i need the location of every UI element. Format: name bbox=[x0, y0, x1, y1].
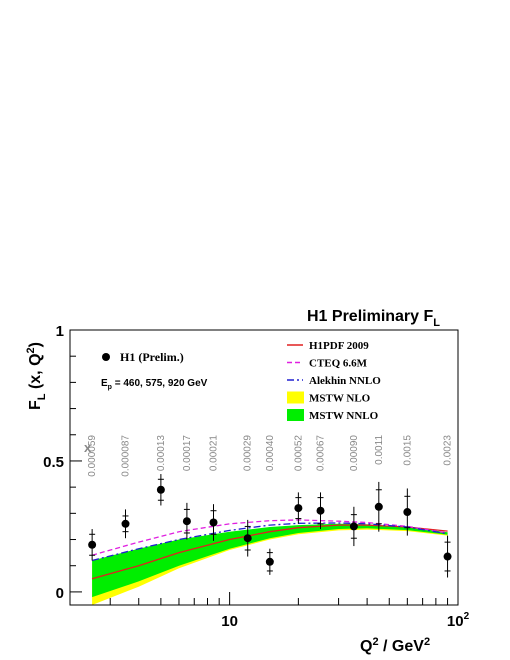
x-value-label: 0.00040 bbox=[265, 435, 276, 472]
legend-beam-energies: Ep = 460, 575, 920 GeV bbox=[101, 378, 208, 391]
curve-alekhin-nnlo bbox=[91, 522, 448, 562]
x-value-label: 0.000059 bbox=[87, 435, 98, 477]
x-axis-label: Q2 / GeV2 bbox=[360, 636, 430, 655]
legend-models: H1PDF 2009 CTEQ 6.6M Alekhin NNLO MSTW NLO M… bbox=[287, 340, 381, 422]
x-value-label: 0.00090 bbox=[349, 435, 360, 472]
x-row-label: x bbox=[84, 440, 92, 455]
x-value-label: 0.000087 bbox=[121, 435, 132, 477]
data-point bbox=[349, 522, 358, 531]
band-mstw-nnlo bbox=[92, 523, 448, 598]
data-point bbox=[121, 519, 130, 528]
y-tick-label: 0.5 bbox=[43, 454, 64, 471]
data-point bbox=[209, 518, 218, 527]
data-points-layer bbox=[88, 474, 452, 578]
y-tick-label: 0 bbox=[56, 585, 64, 602]
legend-label-curve-alekhin-nnlo: Alekhin NNLO bbox=[309, 375, 381, 387]
data-point bbox=[182, 517, 191, 526]
data-point bbox=[88, 540, 97, 549]
legend-swatch-band-mstw-nlo bbox=[287, 391, 304, 404]
x-value-label: 0.00052 bbox=[293, 435, 304, 472]
x-value-label: 0.0023 bbox=[443, 435, 454, 466]
data-point bbox=[243, 534, 252, 543]
data-point bbox=[316, 506, 325, 515]
x-values-row: x0.000059 0.000087 0.00013 0.00017 0.00021 0.… bbox=[84, 435, 454, 477]
x-value-label: 0.00017 bbox=[182, 435, 193, 472]
y-axis-label: FL (x, Q2) bbox=[25, 342, 48, 410]
bands-layer bbox=[92, 523, 448, 605]
curve-h1pdf-2009 bbox=[91, 524, 448, 580]
x-value-label: 0.0015 bbox=[402, 435, 413, 466]
x-value-label: 0.0011 bbox=[374, 435, 385, 465]
curves-layer bbox=[91, 519, 448, 580]
legend-label-curve-cteq-66m: CTEQ 6.6M bbox=[309, 358, 368, 370]
legend-swatch-band-mstw-nnlo bbox=[287, 409, 304, 421]
data-point bbox=[265, 557, 274, 566]
axes-layer: 0 0.5 1 10 102 bbox=[43, 323, 469, 630]
legend-data-label: H1 (Prelim.) bbox=[120, 350, 184, 364]
y-tick-label: 1 bbox=[56, 323, 64, 340]
x-value-label: 0.00067 bbox=[316, 435, 327, 472]
data-point bbox=[294, 504, 303, 513]
data-point bbox=[443, 552, 452, 561]
data-point bbox=[403, 508, 412, 517]
data-point bbox=[374, 502, 383, 511]
chart-title: H1 Preliminary FL bbox=[307, 308, 440, 329]
x-value-label: 0.00021 bbox=[209, 435, 220, 472]
legend-data-marker bbox=[102, 353, 110, 361]
x-value-label: 0.00013 bbox=[156, 435, 167, 472]
x-tick-label: 10 bbox=[221, 613, 238, 630]
data-point bbox=[156, 485, 165, 494]
plot-frame bbox=[69, 329, 459, 606]
legend-label-band-mstw-nnlo: MSTW NNLO bbox=[309, 410, 379, 422]
curve-cteq-66m bbox=[91, 519, 448, 556]
legend-label-curve-h1pdf-2009: H1PDF 2009 bbox=[309, 340, 369, 352]
x-value-label: 0.00029 bbox=[243, 435, 254, 472]
legend-label-band-mstw-nlo: MSTW NLO bbox=[309, 393, 371, 405]
x-tick-label: 102 bbox=[447, 611, 470, 630]
